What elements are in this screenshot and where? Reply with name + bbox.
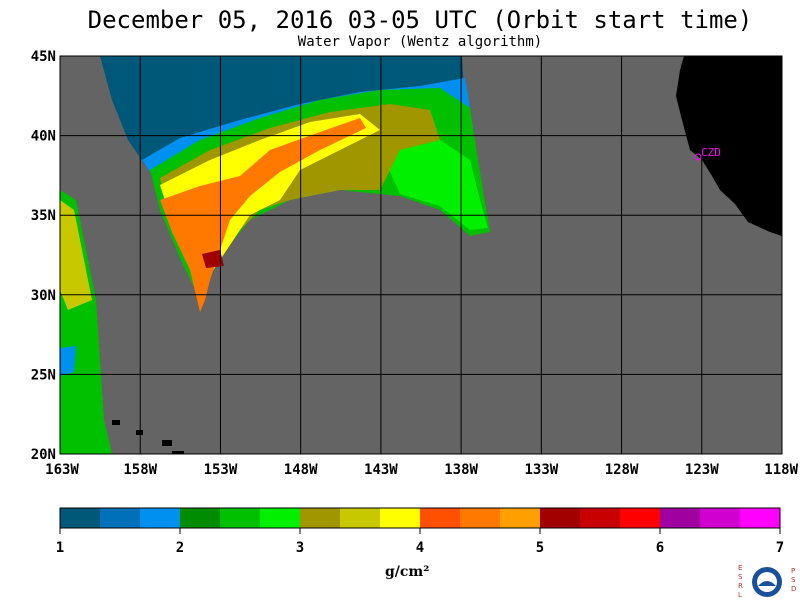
colorbar-tick-label: 2 bbox=[176, 540, 184, 556]
colorbar-swatch bbox=[180, 508, 221, 528]
lon-label: 118W bbox=[764, 462, 798, 478]
lon-label: 163W bbox=[45, 462, 79, 478]
colorbar-swatch bbox=[340, 508, 381, 528]
colorbar-swatch bbox=[100, 508, 141, 528]
colorbar-tick-labels: 1 2 3 4 5 6 7 bbox=[56, 528, 784, 556]
colorbar-tick-label: 5 bbox=[536, 540, 544, 556]
colorbar-swatch bbox=[60, 508, 101, 528]
colorbar-tick-label: 4 bbox=[416, 540, 424, 556]
lon-label: 143W bbox=[364, 462, 398, 478]
map-subtitle: Water Vapor (Wentz algorithm) bbox=[297, 34, 543, 50]
logo-right-letter: D bbox=[791, 585, 796, 593]
longitude-labels: 163W 158W 153W 148W 143W 138W 133W 128W 123W 118W bbox=[45, 462, 798, 478]
logo-left-letter: R bbox=[738, 582, 743, 590]
lat-label: 20N bbox=[31, 447, 56, 463]
swath-dark-red bbox=[202, 250, 224, 268]
land-california bbox=[676, 56, 782, 236]
station-label: CZD bbox=[701, 146, 721, 159]
colorbar-tick-label: 7 bbox=[776, 540, 784, 556]
colorbar-swatch bbox=[220, 508, 261, 528]
colorbar-tick-label: 6 bbox=[656, 540, 664, 556]
colorbar-tick-label: 1 bbox=[56, 540, 64, 556]
colorbar-swatch bbox=[660, 508, 701, 528]
lat-label: 45N bbox=[31, 49, 56, 65]
lat-label: 30N bbox=[31, 288, 56, 304]
lon-label: 153W bbox=[204, 462, 238, 478]
logo-left-letter: S bbox=[738, 573, 743, 581]
lat-label: 40N bbox=[31, 129, 56, 145]
logo-right-letter: P bbox=[791, 567, 795, 575]
colorbar-swatch bbox=[140, 508, 181, 528]
map-title: December 05, 2016 03-05 UTC (Orbit start… bbox=[87, 6, 753, 34]
colorbar-swatch bbox=[380, 508, 421, 528]
logo-left-letter: E bbox=[738, 564, 742, 572]
colorbar-swatch bbox=[260, 508, 301, 528]
colorbar-swatch bbox=[740, 508, 781, 528]
colorbar bbox=[59, 507, 781, 529]
station-marker: CZD bbox=[694, 146, 721, 161]
lon-label: 138W bbox=[444, 462, 478, 478]
lon-label: 123W bbox=[685, 462, 719, 478]
colorbar-swatch bbox=[500, 508, 541, 528]
lon-label: 133W bbox=[524, 462, 558, 478]
latitude-labels: 45N 40N 35N 30N 25N 20N bbox=[31, 49, 56, 463]
lon-label: 158W bbox=[123, 462, 157, 478]
colorbar-swatch bbox=[620, 508, 661, 528]
logo-left-letter: L bbox=[738, 591, 742, 599]
colorbar-units: g/cm² bbox=[385, 564, 430, 580]
colorbar-swatch bbox=[460, 508, 501, 528]
colorbar-swatch bbox=[540, 508, 581, 528]
colorbar-tick-label: 3 bbox=[296, 540, 304, 556]
noaa-esrl-psd-logo: E S R L P S D bbox=[738, 564, 796, 599]
lon-label: 148W bbox=[284, 462, 318, 478]
left-swath-yellow bbox=[60, 200, 92, 310]
lat-label: 25N bbox=[31, 367, 56, 383]
left-swath-blue bbox=[60, 346, 76, 376]
colorbar-swatch bbox=[300, 508, 341, 528]
hawaii-islands bbox=[112, 420, 184, 454]
colorbar-swatch bbox=[580, 508, 621, 528]
logo-right-letter: S bbox=[791, 576, 796, 584]
lat-label: 35N bbox=[31, 208, 56, 224]
colorbar-swatch bbox=[420, 508, 461, 528]
lon-label: 128W bbox=[605, 462, 639, 478]
plot-border bbox=[59, 55, 783, 455]
colorbar-swatch bbox=[700, 508, 741, 528]
